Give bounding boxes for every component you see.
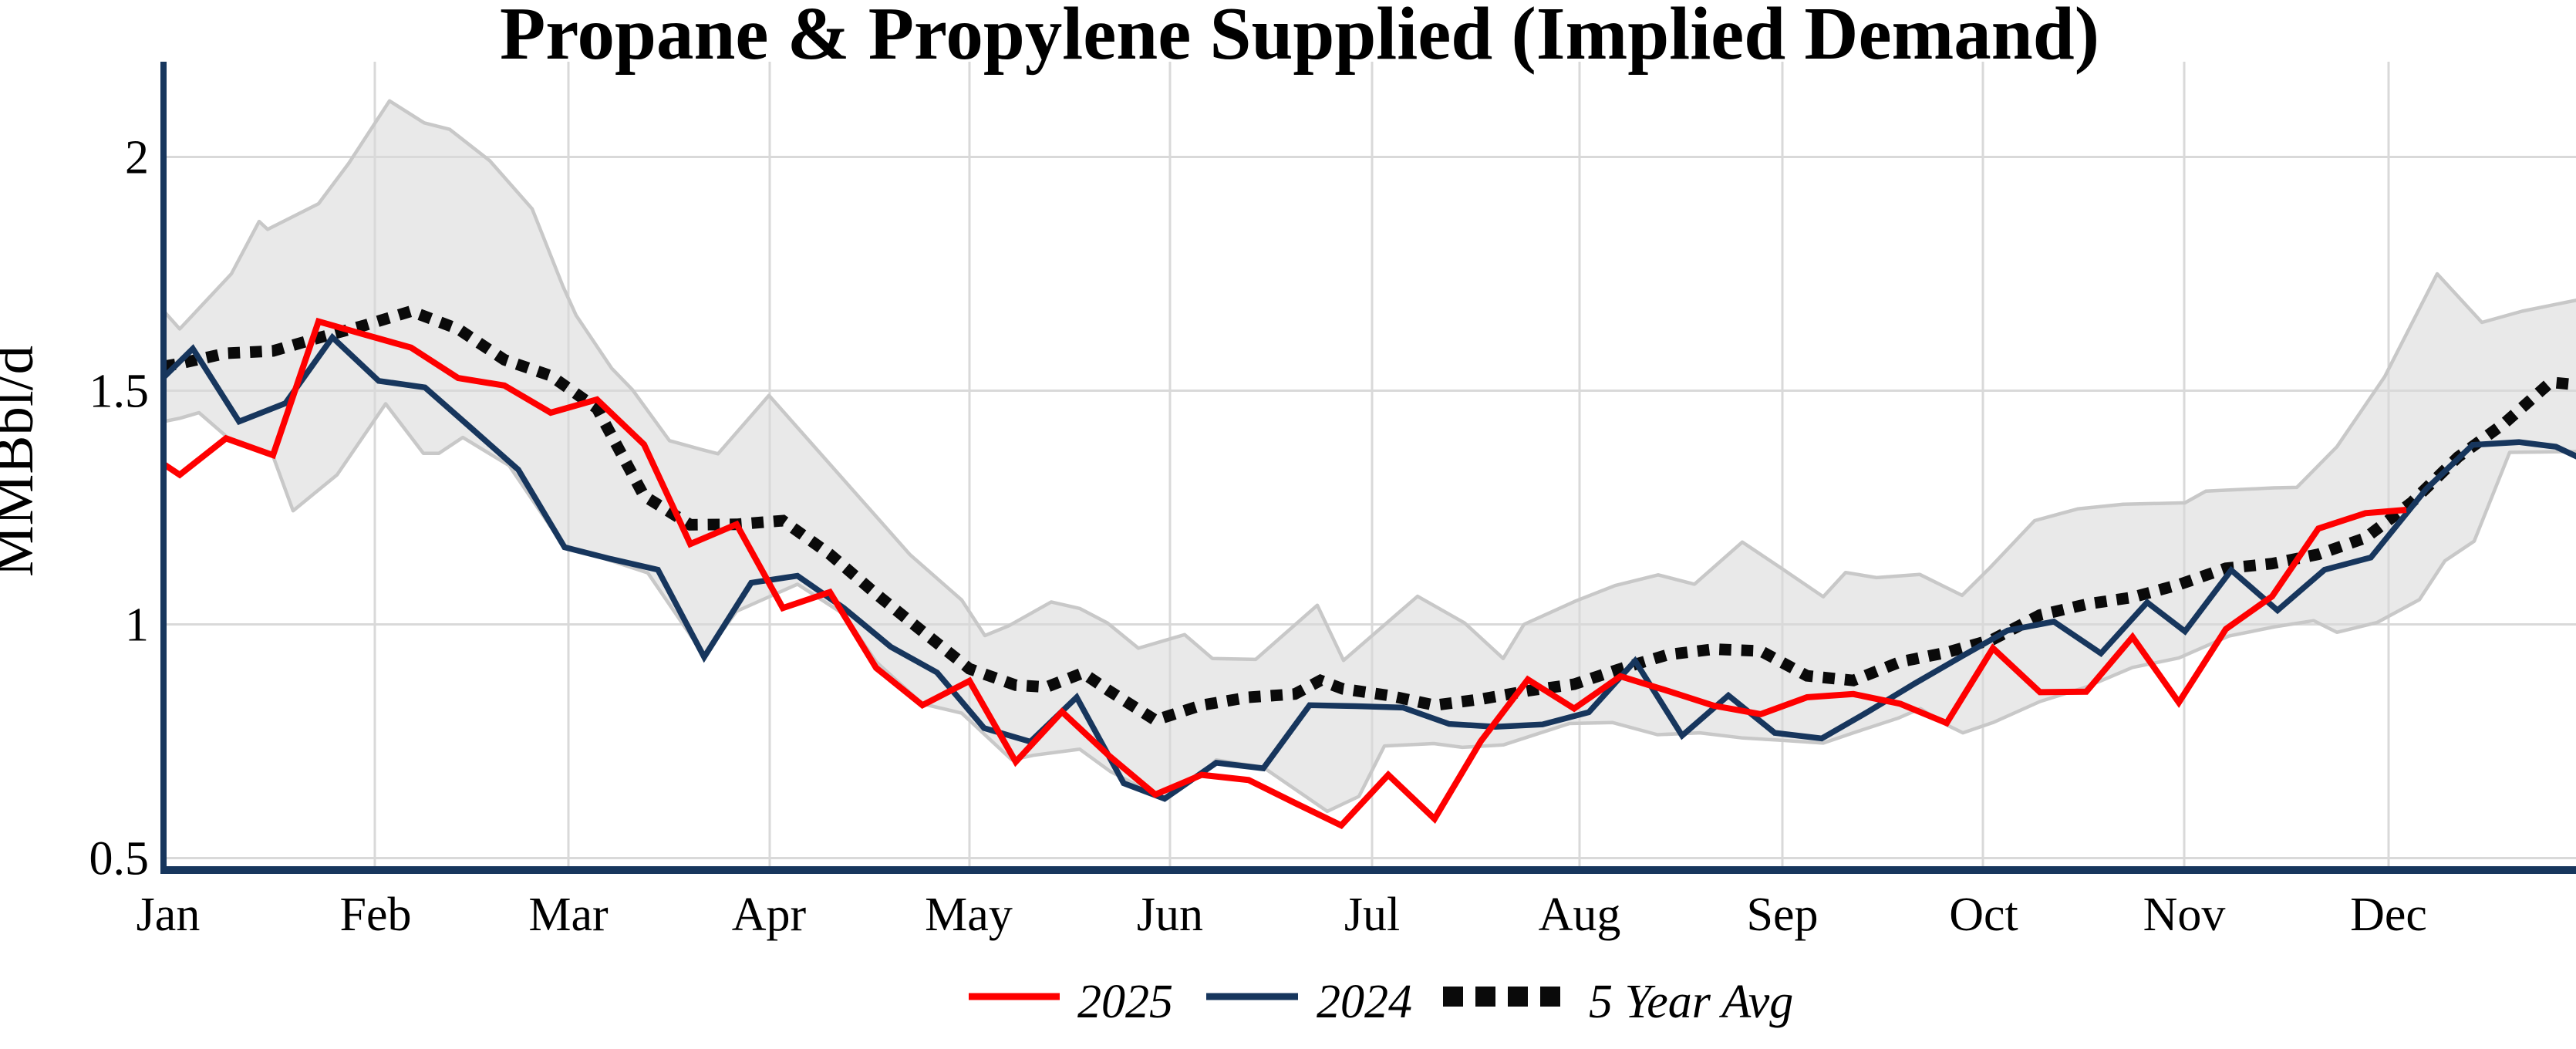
svg-text:Jan: Jan xyxy=(137,889,201,941)
svg-text:0.5: 0.5 xyxy=(89,833,150,885)
svg-text:5 Year Avg: 5 Year Avg xyxy=(1589,976,1793,1028)
svg-text:Feb: Feb xyxy=(340,889,412,941)
svg-text:Jul: Jul xyxy=(1344,889,1400,941)
svg-text:1.5: 1.5 xyxy=(89,366,150,418)
svg-text:Oct: Oct xyxy=(1949,889,2018,941)
svg-text:Dec: Dec xyxy=(2350,889,2427,941)
svg-text:Jun: Jun xyxy=(1137,889,1203,941)
svg-text:Mar: Mar xyxy=(528,889,609,941)
svg-text:Nov: Nov xyxy=(2143,889,2226,941)
svg-text:1: 1 xyxy=(125,599,149,652)
svg-text:2: 2 xyxy=(125,132,149,184)
svg-text:MMBbl/d: MMBbl/d xyxy=(0,346,46,577)
svg-text:May: May xyxy=(925,889,1013,941)
svg-text:2024: 2024 xyxy=(1317,976,1412,1028)
svg-text:Propane & Propylene Supplied (: Propane & Propylene Supplied (Implied De… xyxy=(500,0,2099,75)
svg-text:2025: 2025 xyxy=(1077,976,1173,1028)
svg-text:Aug: Aug xyxy=(1539,889,1621,941)
svg-text:Sep: Sep xyxy=(1747,889,1819,941)
svg-text:Apr: Apr xyxy=(732,889,807,941)
